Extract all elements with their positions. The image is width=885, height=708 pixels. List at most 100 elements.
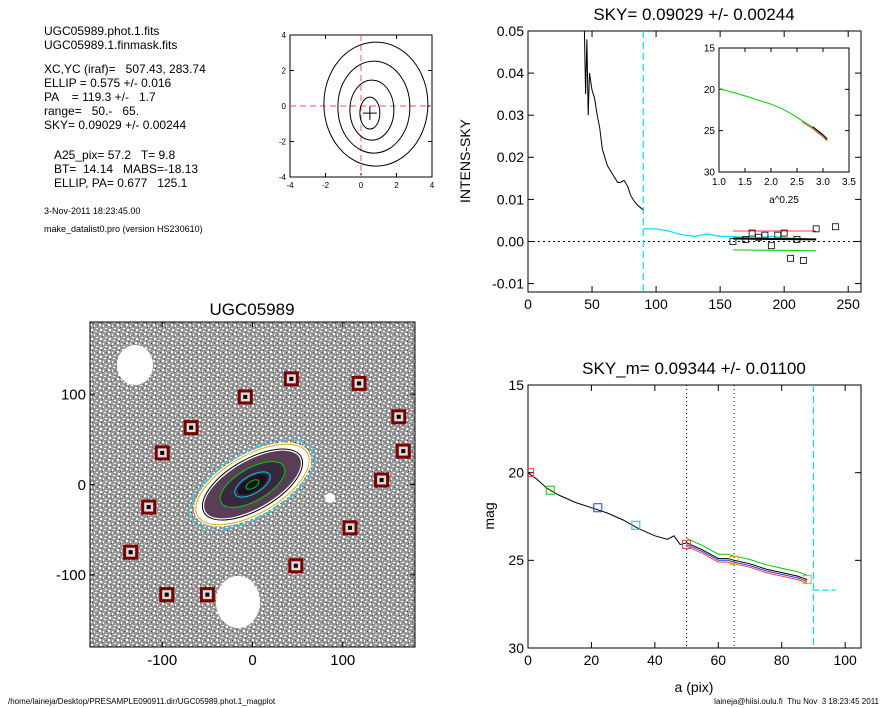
masked-star-core — [396, 414, 401, 419]
info-line-a25: A25_pix= 57.2 T= 9.8 — [54, 148, 176, 162]
info-panel: UGC05989.phot.1.fits UGC05989.1.finmask.… — [0, 0, 260, 250]
info-line-center: XC,YC (iraf)= 507.43, 283.74 — [44, 62, 206, 76]
sky-sample-point — [799, 257, 807, 264]
x-tick-label: 150 — [708, 296, 732, 312]
mask-hole — [216, 576, 260, 628]
sky-sample-point — [761, 231, 769, 239]
isophote-ellipse — [188, 438, 317, 531]
sky-fit-line — [732, 237, 817, 241]
masked-star-core — [128, 550, 133, 555]
y-tick-label: 4 — [282, 31, 287, 40]
masked-star-core — [289, 376, 294, 381]
isophote-ellipse — [195, 443, 310, 526]
masked-star-core — [401, 449, 406, 454]
x-tick-label: 2.5 — [790, 177, 804, 188]
x-tick-label: 40 — [647, 652, 663, 668]
x-tick-label: 0 — [524, 652, 532, 668]
x-tick-label: 0 — [524, 296, 532, 312]
y-tick-label: 0.02 — [497, 149, 524, 165]
inset-profile-red — [801, 121, 828, 142]
sky-sample-point — [767, 242, 775, 250]
sky-sample-point — [812, 225, 820, 233]
info-program: make_datalist0.pro (version HS230610) — [44, 224, 203, 234]
mag-plot-title: SKY_m= 0.09344 +/- 0.01100 — [582, 359, 806, 378]
y-tick-label: -0.01 — [492, 275, 524, 291]
x-tick-label: 60 — [710, 652, 726, 668]
sky-plot-ylabel: INTENS-SKY — [457, 118, 473, 203]
masked-star-core — [189, 425, 194, 430]
mag-plot-xlabel: a (pix) — [675, 679, 714, 695]
mag-profile-green — [686, 537, 808, 576]
sky-sample-point — [742, 235, 750, 243]
footer-path: /home/laineja/Desktop/PRESAMPLE090911.di… — [8, 697, 276, 706]
isophote-ellipse — [219, 461, 286, 508]
y-tick-label: 2 — [282, 66, 287, 75]
y-tick-label: 25 — [704, 126, 716, 137]
galaxy-image-plot: UGC05989 -100 0 100 -100 0 100 — [56, 300, 416, 669]
info-line-mask: UGC05989.1.finmask.fits — [44, 38, 178, 52]
y-tick-label: 0 — [282, 102, 287, 111]
sky-plot-frame — [527, 30, 862, 293]
mag-profile-red — [686, 545, 808, 584]
y-tick-label: -100 — [56, 567, 86, 584]
mag-marker — [545, 485, 555, 495]
masked-star-core — [293, 563, 298, 568]
sky-sample-point — [831, 223, 839, 231]
info-line-sky: SKY= 0.09029 +/- 0.00244 — [44, 118, 187, 132]
y-tick-label: 100 — [61, 386, 86, 403]
x-tick-label: -2 — [322, 181, 330, 190]
y-tick-label: 25 — [508, 552, 524, 568]
x-tick-label: 250 — [837, 296, 861, 312]
x-tick-label: 80 — [774, 652, 790, 668]
mag-marker — [631, 520, 641, 530]
y-tick-label: 20 — [508, 465, 524, 481]
masked-star-core — [146, 505, 151, 510]
mag-plot-frame — [527, 384, 862, 649]
inset-plot: 1.0 1.5 2.0 2.5 3.0 3.5 15 20 25 30 a^0.25 — [704, 44, 857, 207]
sky-sample-point — [780, 229, 788, 237]
mag-marker — [729, 555, 739, 565]
info-line-ellip: ELLIP = 0.575 +/- 0.016 — [44, 76, 172, 90]
sky-profile-line — [643, 228, 810, 240]
mag-marker — [802, 575, 812, 585]
x-tick-label: 100 — [644, 296, 668, 312]
masked-star-core — [164, 592, 169, 597]
mask-hole — [325, 493, 335, 503]
contour-plot: -4 -2 0 2 4 -4 -2 0 2 4 — [279, 31, 435, 190]
y-tick-label: 0.01 — [497, 191, 524, 207]
inset-xlabel: a^0.25 — [769, 195, 799, 206]
masked-star-core — [205, 592, 210, 597]
masked-star-core — [348, 525, 352, 530]
y-tick-label: 0.03 — [497, 107, 524, 123]
x-tick-label: 1.0 — [712, 177, 726, 188]
y-tick-label: 30 — [704, 168, 716, 179]
y-tick-label: 0.00 — [497, 233, 524, 249]
x-tick-label: 0 — [248, 652, 256, 669]
info-line-ellip-pa: ELLIP, PA= 0.677 125.1 — [54, 176, 188, 190]
x-tick-label: 4 — [430, 181, 435, 190]
mag-marker — [528, 468, 535, 478]
isophote-ellipse — [201, 448, 304, 521]
magnitude-profile-plot: SKY_m= 0.09344 +/- 0.01100 mag a (pix) 0… — [481, 359, 862, 695]
info-date: 3-Nov-2011 18:23:45.00 — [44, 206, 141, 216]
sky-lower-line — [732, 249, 817, 252]
y-tick-label: 30 — [508, 640, 524, 656]
galaxy-title: UGC05989 — [209, 300, 294, 319]
sky-plot-title: SKY= 0.09029 +/- 0.00244 — [593, 5, 794, 24]
inset-profile-black — [812, 126, 828, 140]
isophote-ellipse — [234, 471, 271, 498]
x-tick-label: -100 — [147, 652, 177, 669]
masked-star-core — [160, 450, 165, 455]
sky-sample-point — [793, 235, 801, 243]
contour-line — [359, 96, 381, 130]
y-tick-label: 0.04 — [497, 65, 524, 81]
x-tick-label: 100 — [330, 652, 355, 669]
sky-sample-point — [748, 229, 756, 237]
x-tick-label: 200 — [772, 296, 796, 312]
masked-star-core — [357, 381, 362, 386]
info-line-range: range= 50.- 65. — [44, 104, 140, 118]
sky-sample-point — [755, 233, 762, 241]
y-tick-label: 0.05 — [497, 23, 524, 39]
x-tick-label: -4 — [286, 181, 294, 190]
